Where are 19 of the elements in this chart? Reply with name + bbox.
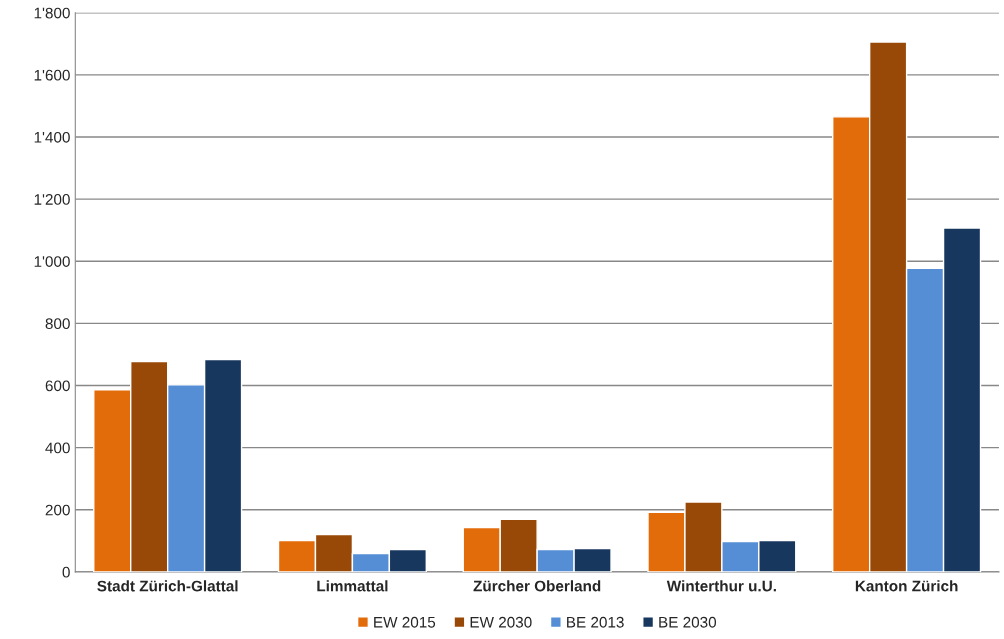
y-tick-label: 800 [45,318,70,330]
y-tick-label: 200 [45,504,70,516]
y-tick-label: 1'800 [34,7,70,19]
legend-label: EW 2015 [374,616,436,628]
y-tick-label: 1'000 [34,256,70,267]
y-tick-label: 1'600 [34,69,70,81]
legend-label: BE 2013 [567,616,624,628]
x-tick-label: Zürcher Oberland [473,580,601,592]
x-tick-label: Kanton Zürich [855,580,958,592]
legend-label: BE 2030 [659,616,717,628]
x-tick-label: Stadt Zürich-Glattal [97,580,238,592]
y-tick-label: 400 [45,442,70,454]
y-tick-label: 1'400 [34,131,70,143]
legend-label: EW 2030 [470,616,532,628]
y-tick-label: 0 [62,566,70,578]
x-tick-label: Limmattal [317,580,388,592]
y-tick-label: 600 [45,380,70,392]
x-tick-label: Winterthur u.U. [666,580,776,592]
y-tick-label: 1'200 [34,194,70,205]
